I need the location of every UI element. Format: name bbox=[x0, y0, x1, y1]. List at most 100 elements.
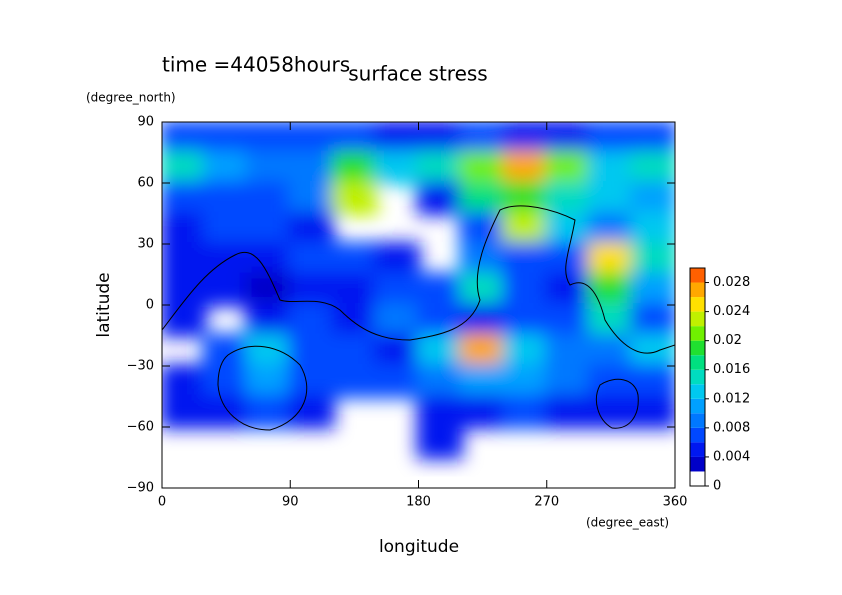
field-cell bbox=[288, 333, 335, 368]
field-cell bbox=[502, 242, 549, 277]
field-cell bbox=[162, 242, 207, 277]
field-cell bbox=[502, 122, 549, 155]
colorbar-tick-label: 0.024 bbox=[713, 304, 750, 319]
colorbar-band bbox=[690, 398, 705, 414]
colorbar-band bbox=[690, 355, 705, 370]
y-unit: (degree_north) bbox=[86, 91, 176, 105]
y-tick-label: 90 bbox=[137, 115, 154, 130]
field-cell bbox=[245, 303, 293, 338]
field-cell bbox=[459, 181, 506, 216]
field-cell bbox=[630, 394, 675, 429]
field-cell bbox=[331, 181, 378, 216]
field-cell bbox=[630, 333, 675, 368]
y-tick-label: −90 bbox=[127, 481, 154, 496]
field-cell bbox=[202, 242, 250, 277]
y-axis-label: latitude bbox=[94, 272, 114, 337]
field-cell bbox=[459, 272, 506, 307]
field-cell bbox=[288, 122, 335, 155]
field-cell bbox=[416, 364, 464, 399]
field-cell bbox=[544, 150, 592, 185]
field-cell bbox=[544, 272, 592, 307]
x-tick-label: 90 bbox=[282, 495, 299, 510]
field-cell bbox=[162, 181, 207, 216]
x-tick-label: 360 bbox=[663, 495, 688, 510]
field-cell bbox=[459, 364, 506, 399]
field-cell bbox=[331, 272, 378, 307]
x-unit: (degree_east) bbox=[586, 516, 669, 530]
colorbar-band bbox=[690, 297, 705, 312]
field-cell bbox=[459, 394, 506, 429]
field-cell bbox=[502, 181, 549, 216]
field-cell bbox=[373, 333, 421, 368]
field-cell bbox=[587, 303, 635, 338]
colorbar-band bbox=[690, 340, 705, 356]
field-cell bbox=[416, 333, 464, 368]
x-tick-label: 180 bbox=[406, 495, 431, 510]
field-cell bbox=[459, 150, 506, 185]
field-cell bbox=[502, 303, 549, 338]
field-cell bbox=[459, 242, 506, 277]
field-cell bbox=[202, 122, 250, 155]
field-cell bbox=[630, 272, 675, 307]
field-cells bbox=[162, 122, 675, 460]
field-cell bbox=[544, 242, 592, 277]
x-tick-label: 0 bbox=[158, 495, 166, 510]
colorbar-band bbox=[690, 384, 705, 399]
field-cell bbox=[162, 364, 207, 399]
field-cell bbox=[162, 150, 207, 185]
field-cell bbox=[245, 272, 293, 307]
field-cell bbox=[331, 122, 378, 155]
field-cell bbox=[202, 272, 250, 307]
time-annotation: time =44058hours bbox=[162, 53, 350, 77]
field-cell bbox=[245, 364, 293, 399]
field-cell bbox=[416, 303, 464, 338]
axes: 0 90 180 270 360 −90 −60 −30 0 30 60 90 bbox=[127, 115, 688, 510]
field-cell bbox=[416, 394, 464, 429]
y-tick-label: 60 bbox=[137, 176, 154, 191]
field-cell bbox=[162, 394, 207, 429]
field-cell bbox=[373, 303, 421, 338]
field-cell bbox=[373, 242, 421, 277]
field-cell bbox=[416, 122, 464, 155]
field-cell bbox=[288, 242, 335, 277]
field-cell bbox=[288, 303, 335, 338]
field-cell bbox=[587, 242, 635, 277]
field-cell bbox=[502, 333, 549, 368]
y-tick-label: −30 bbox=[127, 359, 154, 374]
colorbar-frame bbox=[689, 267, 706, 487]
field-cell bbox=[373, 272, 421, 307]
colorbar-tick-label: 0.016 bbox=[713, 362, 750, 377]
field-cell bbox=[587, 181, 635, 216]
field-cell bbox=[245, 150, 293, 185]
y-tick-label: 0 bbox=[146, 298, 154, 313]
field-cell bbox=[245, 333, 293, 368]
field-cell bbox=[331, 333, 378, 368]
colorbar-band bbox=[690, 369, 705, 385]
field-cell bbox=[544, 303, 592, 338]
field bbox=[162, 122, 675, 460]
field-cell bbox=[587, 150, 635, 185]
field-cell bbox=[288, 211, 335, 246]
field-cell bbox=[544, 364, 592, 399]
y-tick-label: −60 bbox=[127, 420, 154, 435]
field-cell bbox=[544, 122, 592, 155]
field-cell bbox=[202, 211, 250, 246]
field-cell bbox=[245, 242, 293, 277]
field-cell bbox=[587, 394, 635, 429]
field-cell bbox=[202, 181, 250, 216]
colorbar-band bbox=[690, 268, 705, 283]
field-cell bbox=[459, 211, 506, 246]
field-cell bbox=[630, 150, 675, 185]
field-cell bbox=[502, 394, 549, 429]
field-cell bbox=[630, 211, 675, 246]
y-tick-label: 30 bbox=[137, 237, 154, 252]
colorbar-band bbox=[690, 471, 705, 486]
field-cell bbox=[416, 425, 464, 460]
field-cell bbox=[202, 364, 250, 399]
field-cell bbox=[373, 122, 421, 155]
field-cell bbox=[630, 242, 675, 277]
field-cell bbox=[502, 150, 549, 185]
field-cell bbox=[373, 150, 421, 185]
field-cell bbox=[288, 364, 335, 399]
